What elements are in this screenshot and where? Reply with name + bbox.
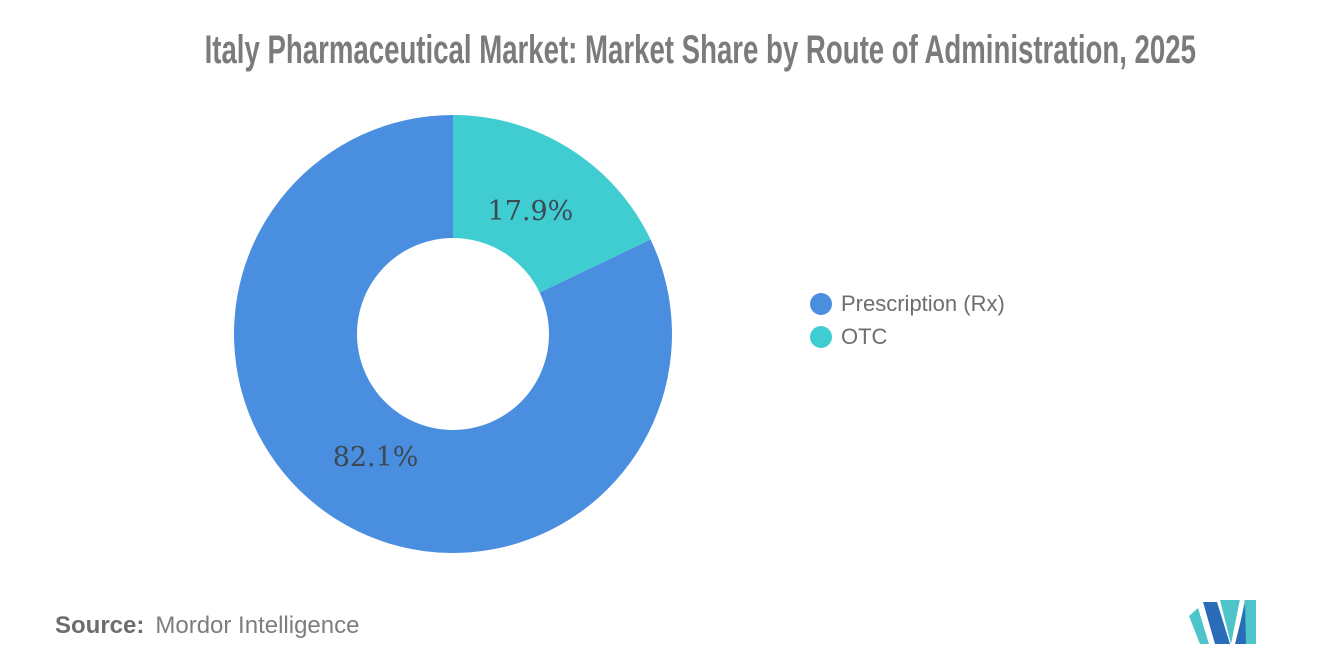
logo-right-blue-triangle [1235,604,1246,644]
source-label: Source: [55,612,145,639]
legend-swatch-otc [810,325,832,348]
slice-data-label: 82.1% [333,442,419,473]
slice-data-label: 17.9% [488,196,574,227]
logo-white-diagonal [1231,599,1245,644]
chart-legend: Prescription (Rx) OTC [810,287,1005,353]
legend-item-otc: OTC [810,320,1005,353]
mordor-intelligence-logo [1189,599,1256,644]
donut-chart: 17.9% 82.1% [233,115,672,553]
logo-left-teal-band [1189,608,1209,644]
pie-slice-prescription-rx [233,115,672,553]
legend-label-prescription: Prescription (Rx) [841,290,1005,316]
source-value: Mordor Intelligence [155,612,360,639]
legend-swatch-prescription [810,292,832,315]
chart-title: Italy Pharmaceutical Market: Market Shar… [204,28,1196,72]
legend-label-otc: OTC [841,323,888,349]
legend-item-prescription: Prescription (Rx) [810,287,1005,320]
logo-left-blue-band [1203,602,1230,644]
source-line: Source: Mordor Intelligence [55,612,359,640]
pie-slice-otc [453,115,651,293]
